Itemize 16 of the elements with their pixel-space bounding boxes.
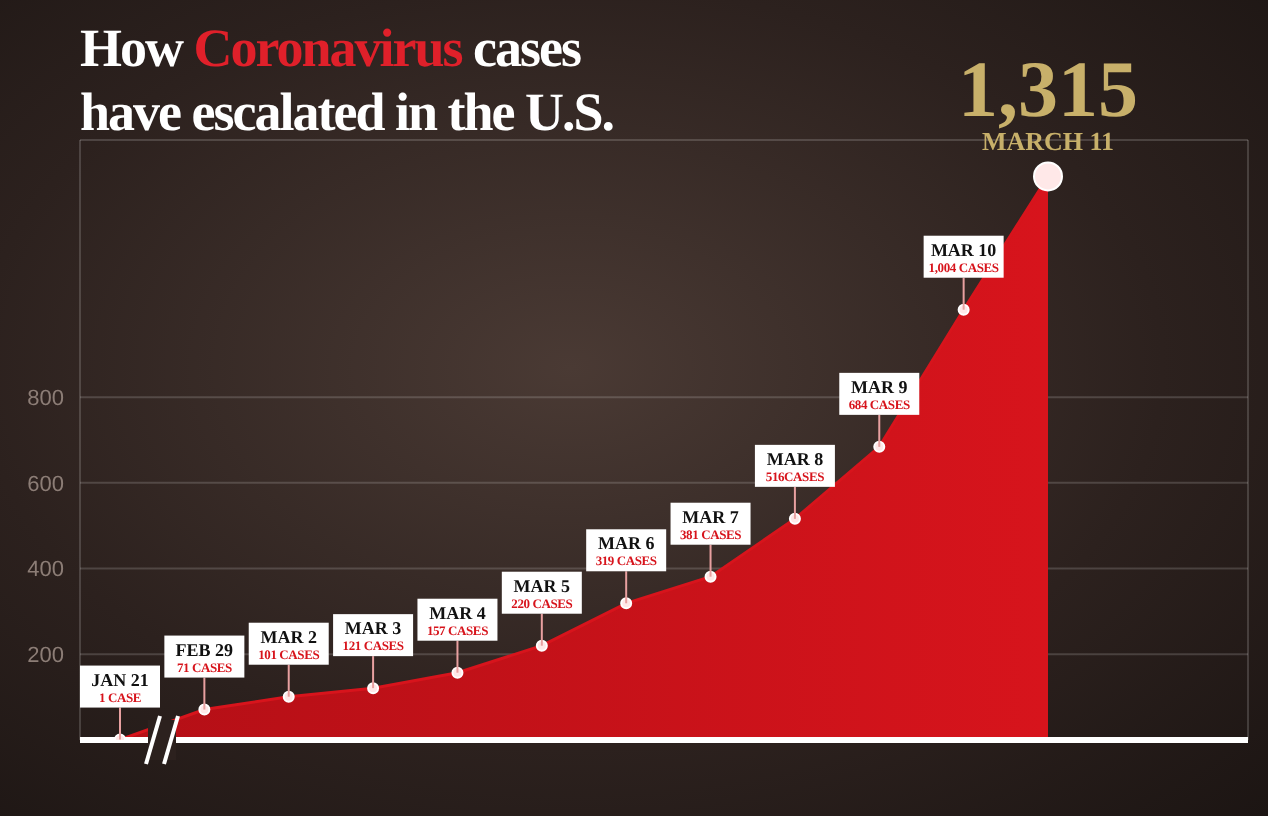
- y-tick-label: 600: [27, 472, 64, 497]
- x-tick-label: MAR 4: [429, 602, 487, 623]
- y-tick-label: 800: [27, 386, 64, 411]
- x-tick-label: FEB 29: [175, 639, 235, 660]
- x-tick-label: MAR 6: [597, 533, 656, 554]
- x-tick-label: MAR 3: [344, 618, 403, 639]
- x-tick-label: MAR 8: [766, 448, 825, 469]
- x-tick-label: MAR 5: [513, 575, 572, 596]
- y-tick-label: 200: [27, 644, 64, 669]
- x-tick-label: MAR 2: [260, 626, 318, 647]
- y-tick-label: 400: [27, 558, 64, 583]
- chart-title: How Coronavirus cases have escalated in the U.S.: [80, 18, 614, 142]
- x-tick-label: MAR 7: [682, 506, 740, 527]
- x-tick-label: JAN 21: [91, 669, 150, 690]
- x-tick-label: MAR 10: [930, 239, 998, 260]
- x-tick-label: MAR 9: [851, 376, 909, 397]
